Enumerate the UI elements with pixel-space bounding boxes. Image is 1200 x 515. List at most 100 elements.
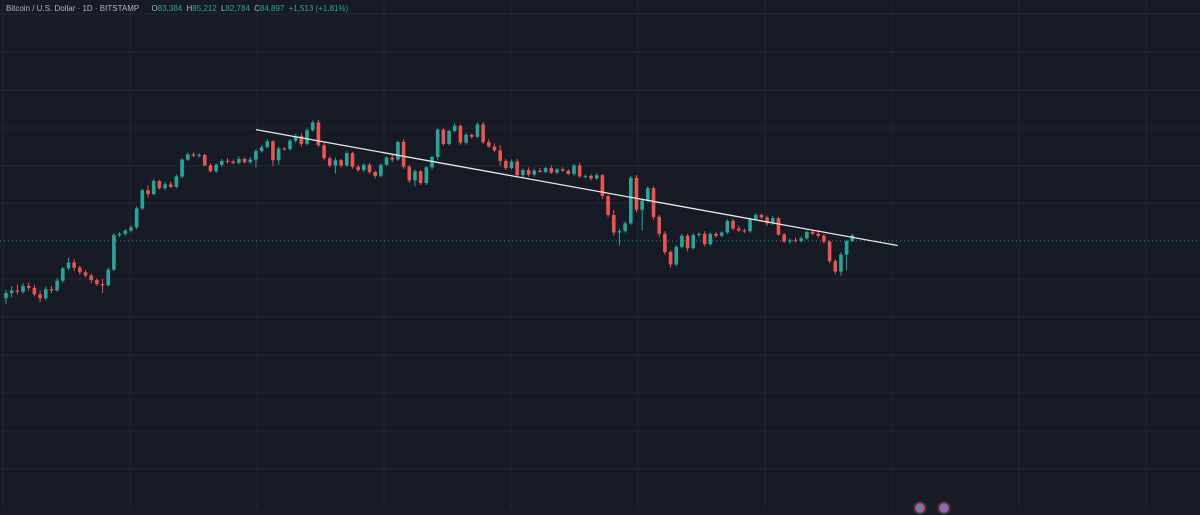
candle-body: [407, 166, 412, 181]
candle: [753, 212, 758, 221]
candle: [424, 166, 429, 185]
candle: [498, 145, 502, 166]
candle-body: [543, 168, 548, 172]
candle: [129, 225, 133, 233]
candle-body: [220, 160, 224, 165]
candle: [685, 233, 690, 252]
candle: [327, 156, 332, 168]
candle-body: [651, 188, 656, 217]
candle-body: [526, 169, 531, 175]
candle: [15, 284, 20, 295]
candle-body: [532, 170, 537, 175]
candle-body: [72, 262, 76, 268]
candle-body: [327, 158, 332, 166]
candle: [577, 162, 582, 178]
candle: [396, 140, 400, 161]
change-value: +1,513 (+1.81%): [288, 4, 349, 13]
candle-body: [600, 175, 605, 197]
candle-body: [674, 246, 679, 265]
candle-body: [401, 141, 406, 167]
candle: [49, 285, 54, 294]
candle: [134, 206, 139, 230]
candle: [731, 218, 735, 231]
candle-body: [464, 134, 468, 143]
candle: [475, 122, 480, 139]
candle-body: [634, 177, 639, 210]
candle: [299, 133, 304, 147]
candle: [208, 163, 213, 173]
candle-body: [714, 233, 718, 236]
candle-body: [805, 231, 809, 239]
candle: [276, 146, 281, 165]
candle-body: [702, 233, 707, 245]
candle: [32, 284, 37, 297]
candle-body: [629, 177, 633, 224]
candle: [430, 155, 434, 170]
candle-body: [668, 252, 673, 265]
candle: [617, 228, 622, 246]
candle: [782, 233, 786, 243]
close-label: C: [254, 4, 260, 13]
candle: [43, 286, 48, 301]
candle: [384, 156, 389, 167]
candle: [589, 173, 593, 181]
candle-body: [725, 220, 730, 233]
ohlc-legend: Bitcoin / U.S. Dollar · 1D · BITSTAMP O8…: [6, 4, 348, 14]
candle: [100, 278, 105, 294]
candle: [339, 158, 343, 168]
candle-body: [339, 160, 343, 166]
candle-body: [15, 290, 20, 292]
candle-body: [396, 141, 400, 160]
candle: [668, 250, 673, 268]
candle: [61, 267, 65, 283]
candle-body: [191, 154, 196, 156]
candle-body: [759, 214, 764, 218]
candle-body: [38, 294, 42, 299]
candle-body: [310, 122, 315, 131]
event-marker-dot: [941, 505, 947, 511]
candle: [680, 233, 684, 249]
candle-body: [765, 217, 769, 224]
candle-body: [731, 220, 735, 229]
event-marker-icon[interactable]: [913, 501, 927, 515]
candle-body: [606, 196, 610, 215]
candle-body: [282, 148, 287, 150]
candle: [850, 233, 855, 243]
candle: [640, 198, 644, 231]
candle: [407, 164, 412, 184]
candle-body: [106, 269, 111, 286]
candle-body: [719, 232, 724, 236]
event-marker-icon[interactable]: [937, 501, 951, 515]
candle: [691, 233, 696, 250]
candle: [509, 159, 514, 170]
candle: [26, 282, 31, 291]
candle-body: [248, 159, 253, 163]
candle-body: [452, 125, 457, 131]
candle: [293, 133, 298, 143]
candle: [350, 151, 355, 169]
candle-body: [379, 164, 383, 176]
candle: [157, 179, 162, 190]
candle: [180, 158, 184, 179]
candle: [9, 285, 14, 298]
candle-body: [469, 134, 474, 137]
candle: [822, 233, 826, 244]
candle: [549, 165, 554, 174]
candle-body: [146, 190, 150, 195]
symbol-title[interactable]: Bitcoin / U.S. Dollar · 1D · BITSTAMP: [6, 4, 140, 13]
candle-body: [594, 175, 599, 179]
candle: [214, 163, 218, 174]
candle: [458, 124, 463, 145]
candle-body: [305, 130, 309, 144]
candle-body: [345, 153, 349, 166]
trendline-drawing[interactable]: [255, 128, 898, 247]
candle: [248, 156, 253, 164]
candle: [515, 158, 519, 178]
candle: [66, 257, 71, 271]
trendline[interactable]: [255, 128, 898, 247]
candle: [55, 278, 59, 292]
candle-body: [475, 124, 480, 137]
